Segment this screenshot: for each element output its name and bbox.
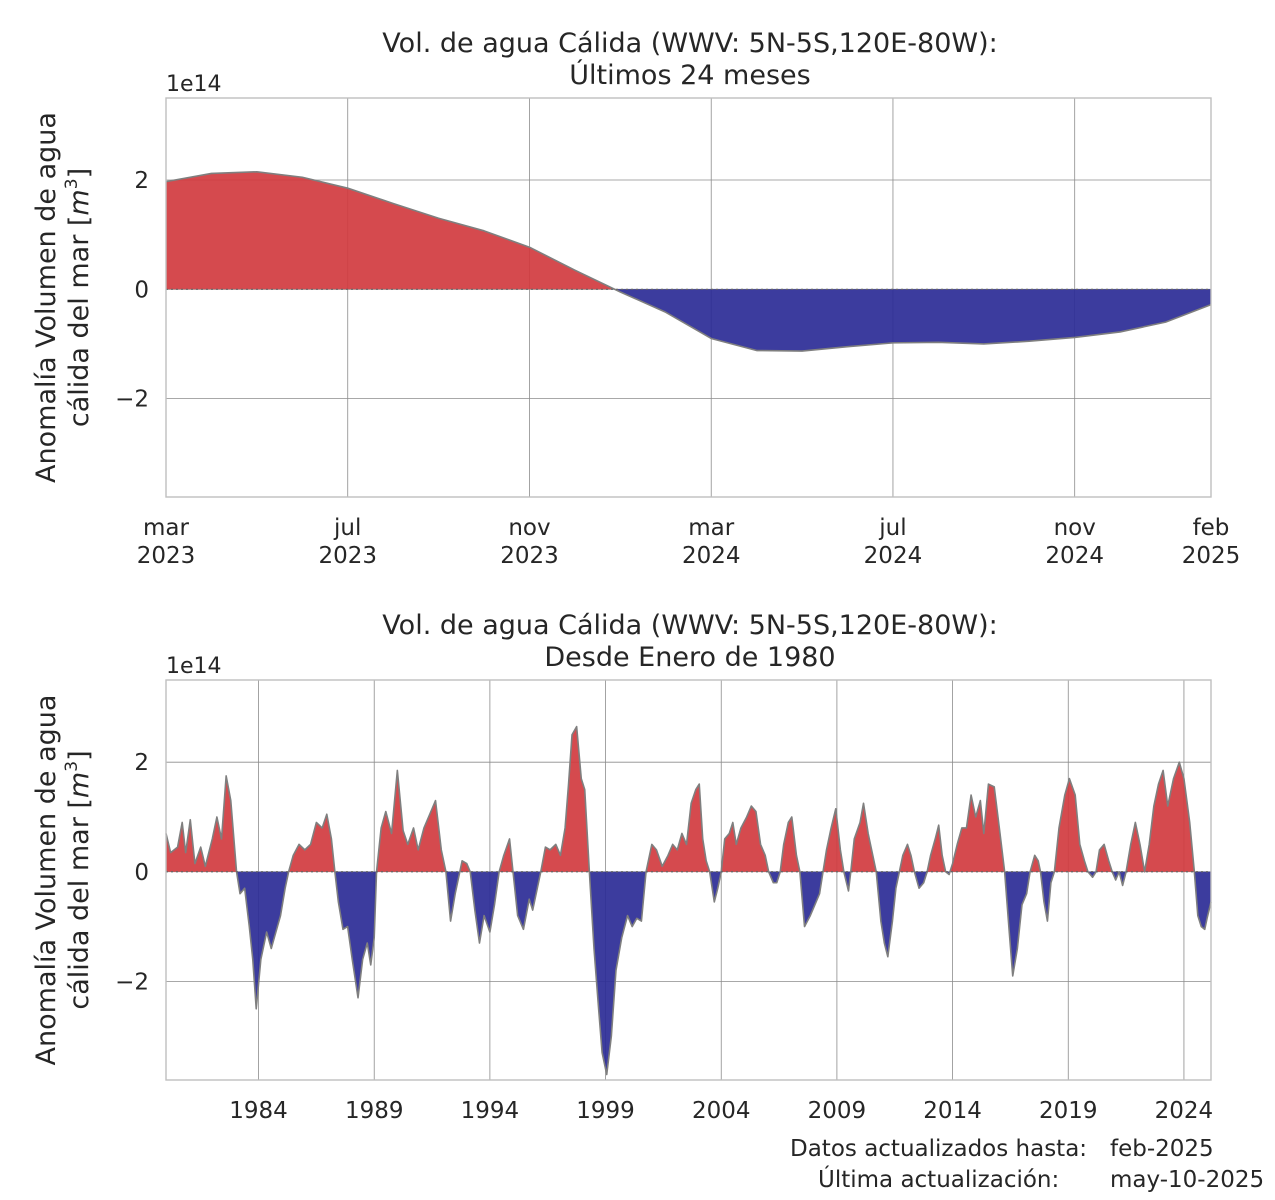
y-tick-label: −2 — [115, 969, 149, 995]
x-tick-label: 1994 — [461, 1098, 520, 1124]
x-tick-label-month: feb — [1193, 515, 1230, 541]
y-axis-unit-exponent: 3 — [62, 761, 82, 772]
x-tick-label-month: mar — [143, 515, 189, 541]
positive-anomaly-area — [1126, 822, 1145, 872]
x-tick-label: 2004 — [692, 1098, 751, 1124]
x-tick-label-year: 2025 — [1182, 543, 1241, 569]
y-tick-label: 0 — [134, 860, 149, 886]
data-updated-value: feb-2025 — [1110, 1136, 1214, 1162]
positive-anomaly-area — [1030, 855, 1041, 872]
chart-last-24-months: 20−2mar2023jul2023nov2023mar2024jul2024n… — [31, 28, 1240, 569]
last-update-value: may-10-2025 — [1110, 1167, 1265, 1193]
chart-title: Vol. de agua Cálida (WWV: 5N-5S,120E-80W… — [382, 610, 997, 641]
y-axis-label-text: cálida del mar [ — [64, 216, 95, 428]
x-tick-label-month: nov — [508, 515, 550, 541]
y-axis-unit: m — [64, 189, 95, 215]
plot-frame — [165, 679, 1212, 1081]
y-scale-label: 1e14 — [166, 72, 222, 97]
y-axis-unit: m — [64, 772, 95, 798]
x-tick-label-year: 2024 — [1045, 543, 1104, 569]
positive-anomaly-area — [459, 860, 471, 872]
chart-subtitle: Desde Enero de 1980 — [544, 642, 835, 673]
series-line — [165, 170, 1212, 352]
y-axis-label-close: ] — [64, 750, 95, 761]
positive-anomaly-area — [376, 770, 446, 872]
x-tick-label: 2024 — [1155, 1098, 1214, 1124]
positive-anomaly-area — [823, 808, 844, 872]
y-axis-label-line2: cálida del mar [m3] — [62, 168, 95, 427]
last-update-label: Última actualización: — [818, 1167, 1060, 1193]
chart-title: Vol. de agua Cálida (WWV: 5N-5S,120E-80W… — [382, 28, 997, 59]
positive-anomaly-area — [1054, 778, 1088, 872]
positive-anomaly-area — [1144, 762, 1195, 872]
positive-anomaly-area — [850, 803, 877, 872]
x-tick-label-year: 2024 — [864, 543, 923, 569]
negative-anomaly-area — [914, 871, 928, 889]
x-tick-label-year: 2024 — [682, 543, 741, 569]
positive-anomaly-area — [780, 816, 800, 872]
chart-since-1980: 2 0 −2 1984 1989 1994 1999 2004 2009 2014 2019 2024… — [31, 610, 1213, 1124]
negative-anomaly-area — [709, 871, 722, 902]
negative-anomaly-area — [236, 871, 289, 1009]
y-tick-label: 2 — [134, 168, 149, 194]
y-axis-label-line2: cálida del mar [m3] — [62, 750, 95, 1009]
positive-anomaly-area — [540, 726, 590, 872]
negative-anomaly-area — [334, 871, 377, 998]
y-tick-label: 2 — [134, 750, 149, 776]
negative-anomaly-area — [1040, 871, 1055, 922]
x-tick-label: 1984 — [229, 1098, 288, 1124]
y-tick-label: 0 — [134, 277, 149, 303]
x-tick-label-month: nov — [1054, 515, 1096, 541]
x-tick-label: 2009 — [808, 1098, 867, 1124]
x-tick-label-year: 2023 — [318, 543, 377, 569]
negative-anomaly-area — [1119, 871, 1127, 886]
negative-anomaly-area — [799, 871, 824, 927]
x-tick-label-month: jul — [878, 515, 906, 541]
y-axis-label-text: cálida del mar [ — [64, 798, 95, 1010]
positive-anomaly-area — [499, 838, 514, 872]
positive-anomaly-area — [646, 784, 710, 872]
positive-anomaly-area — [166, 775, 237, 872]
series-line — [165, 725, 1212, 1076]
positive-anomaly-area — [927, 825, 946, 872]
x-tick-label: 2014 — [923, 1098, 982, 1124]
y-tick-label: −2 — [115, 387, 149, 413]
x-tick-label: 1989 — [345, 1098, 404, 1124]
positive-anomaly-area — [899, 844, 915, 872]
negative-anomaly-area — [589, 871, 647, 1075]
plot-area — [166, 680, 1211, 1080]
x-tick-label-year: 2023 — [137, 543, 196, 569]
y-scale-label: 1e14 — [166, 654, 222, 679]
negative-anomaly-area — [445, 871, 460, 922]
y-axis-unit-exponent: 3 — [62, 178, 82, 189]
x-tick-label-year: 2023 — [500, 543, 559, 569]
chart-subtitle: Últimos 24 meses — [569, 59, 810, 91]
negative-anomaly-area — [876, 871, 900, 957]
data-updated-label: Datos actualizados hasta: — [790, 1136, 1088, 1162]
y-axis-label-close: ] — [64, 168, 95, 179]
x-tick-label: 1999 — [576, 1098, 635, 1124]
x-tick-label: 2019 — [1039, 1098, 1098, 1124]
positive-anomaly-area — [949, 784, 1005, 872]
plot-frame — [165, 97, 1212, 498]
y-axis-label: Anomalía Volumen de agua — [31, 112, 62, 483]
x-tick-label-month: mar — [688, 515, 734, 541]
negative-anomaly-area — [513, 871, 541, 930]
y-axis-label: Anomalía Volumen de agua — [31, 695, 62, 1066]
positive-anomaly-area — [166, 171, 615, 290]
x-tick-label-month: jul — [333, 515, 361, 541]
negative-anomaly-area — [614, 289, 1211, 352]
